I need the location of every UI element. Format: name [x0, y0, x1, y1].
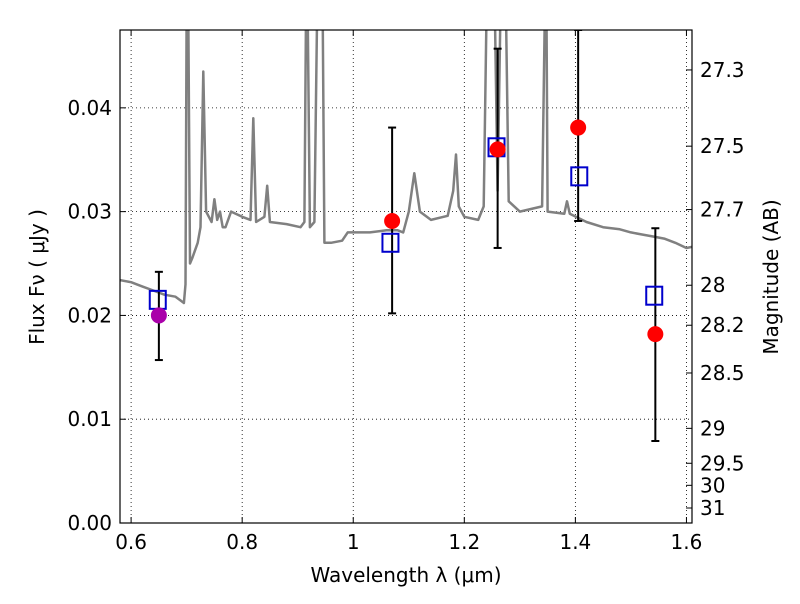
data-point-circle	[150, 307, 167, 324]
error-bars	[154, 30, 660, 443]
y-tick-label: 0.00	[67, 511, 112, 535]
model-spectrum	[120, 30, 692, 305]
y-tick-label: 0.01	[67, 407, 112, 431]
x-tick-label: 1	[347, 530, 360, 554]
data-point-square	[381, 232, 400, 253]
plot-frame	[119, 29, 693, 524]
y-tick-label: 0.03	[67, 200, 112, 224]
y2-tick-label: 28.2	[700, 313, 745, 337]
data-point-circle	[489, 141, 506, 158]
x-axis-ticks: 0.6 0.8 1 1.2 1.4 1.6	[115, 30, 702, 554]
grid-lines	[120, 30, 692, 523]
data-point-square	[645, 285, 664, 306]
y2-tick-label: 28	[700, 273, 725, 297]
y-tick-label: 0.02	[67, 303, 112, 327]
data-point-circle	[570, 119, 587, 136]
y2-tick-label: 27.7	[700, 198, 745, 222]
x-tick-label: 1.4	[559, 530, 591, 554]
y2-axis-label: Magnitude (AB)	[759, 199, 783, 354]
x-tick-label: 0.8	[226, 530, 258, 554]
y2-tick-label: 30	[700, 473, 725, 497]
x-tick-label: 1.2	[448, 530, 480, 554]
y2-tick-label: 29	[700, 416, 725, 440]
y2-tick-label: 28.5	[700, 361, 745, 385]
x-tick-label: 1.6	[671, 530, 703, 554]
y2-tick-label: 31	[700, 496, 725, 520]
x-tick-label: 0.6	[115, 530, 147, 554]
x-axis-label: Wavelength λ (μm)	[310, 563, 501, 587]
y2-tick-label: 29.5	[700, 451, 745, 475]
data-point-square	[570, 166, 589, 187]
spectrum-line	[120, 30, 692, 305]
data-point-circle	[384, 212, 401, 229]
data-point-circle	[647, 326, 664, 343]
data-markers	[148, 119, 664, 343]
y2-tick-label: 27.3	[700, 58, 745, 82]
y-axis-ticks: 0.00 0.01 0.02 0.03 0.04	[67, 96, 126, 535]
y-tick-label: 0.04	[67, 96, 112, 120]
y2-tick-label: 27.5	[700, 134, 745, 158]
y-axis-label: Flux Fν ( μJy )	[25, 209, 49, 345]
